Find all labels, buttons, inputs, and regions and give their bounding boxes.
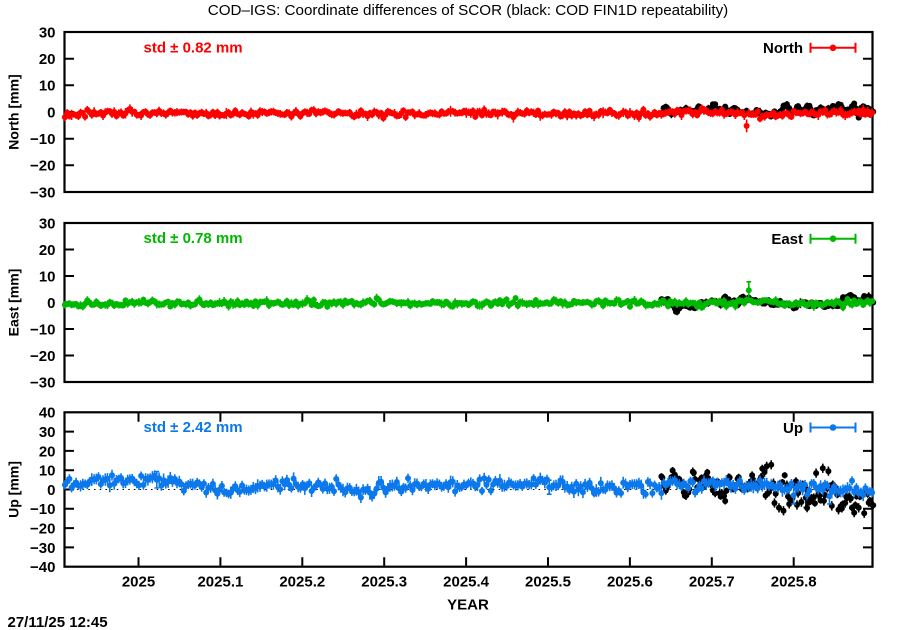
svg-text:0: 0 [47,295,55,312]
svg-text:−20: −20 [30,348,55,365]
svg-text:20: 20 [39,51,56,68]
svg-text:30: 30 [39,424,56,441]
svg-text:2025.6: 2025.6 [607,574,653,591]
svg-text:30: 30 [39,215,56,232]
svg-text:2025.2: 2025.2 [279,574,325,591]
svg-text:10: 10 [39,268,56,285]
svg-text:std ± 2.42 mm: std ± 2.42 mm [144,419,243,436]
svg-text:North [mm]: North [mm] [6,74,22,149]
svg-text:30: 30 [39,24,56,41]
svg-text:−20: −20 [30,158,55,175]
svg-text:YEAR: YEAR [447,596,489,613]
svg-text:0: 0 [47,104,55,121]
svg-text:20: 20 [39,443,56,460]
svg-text:East: East [771,231,803,248]
svg-text:−10: −10 [30,321,55,338]
svg-text:East [mm]: East [mm] [6,269,22,337]
svg-text:−10: −10 [30,131,55,148]
svg-text:std ± 0.82 mm: std ± 0.82 mm [144,39,243,56]
svg-text:2025.7: 2025.7 [689,574,735,591]
svg-text:−20: −20 [30,521,55,538]
svg-text:std ± 0.78 mm: std ± 0.78 mm [144,230,243,247]
svg-text:2025.8: 2025.8 [771,574,817,591]
svg-text:−10: −10 [30,501,55,518]
svg-text:20: 20 [39,242,56,259]
svg-text:2025.3: 2025.3 [361,574,407,591]
svg-text:Up [mm]: Up [mm] [6,461,22,518]
svg-text:10: 10 [39,463,56,480]
svg-text:2025.4: 2025.4 [443,574,490,591]
svg-text:North: North [763,40,803,57]
svg-text:2025.1: 2025.1 [197,574,243,591]
svg-text:10: 10 [39,78,56,95]
svg-text:2025.5: 2025.5 [525,574,571,591]
svg-text:−30: −30 [30,540,55,557]
svg-text:27/11/25 12:45: 27/11/25 12:45 [8,614,108,630]
svg-text:2025: 2025 [122,574,155,591]
svg-text:Up: Up [783,420,803,437]
svg-text:COD–IGS: Coordinate difference: COD–IGS: Coordinate differences of SCOR … [208,2,729,19]
svg-text:−40: −40 [30,559,55,576]
svg-text:40: 40 [39,405,56,422]
svg-text:−30: −30 [30,374,55,391]
svg-text:−30: −30 [30,184,55,201]
svg-text:0: 0 [47,482,55,499]
